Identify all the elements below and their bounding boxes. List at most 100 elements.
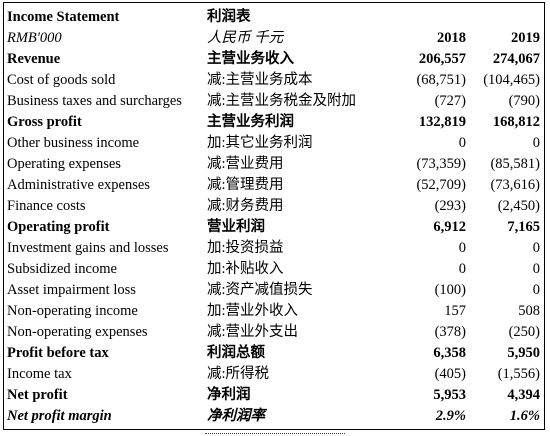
table-row: Asset impairment loss 减:资产减值损失 (100) 0 <box>7 280 543 301</box>
value-2018: (68,751) <box>416 72 466 88</box>
line-item-en: Non-operating income <box>7 303 138 319</box>
line-item-zh: 加:补贴收入 <box>207 261 284 277</box>
value-2019: 0 <box>532 240 540 256</box>
income-statement-table: Income Statement 利润表 RMB'000 人民币 千元 2018… <box>7 7 543 427</box>
line-item-en: Subsidized income <box>7 261 117 277</box>
unit-row: RMB'000 人民币 千元 2018 2019 <box>7 28 543 49</box>
title-zh: 利润表 <box>207 9 251 25</box>
value-2018: (73,359) <box>416 156 466 172</box>
value-2019: (790) <box>508 93 540 109</box>
title-en: Income Statement <box>7 9 120 25</box>
line-item-zh: 加:其它业务利润 <box>207 135 313 151</box>
value-2018: 132,819 <box>418 114 466 130</box>
value-2019: 0 <box>532 282 540 298</box>
line-item-zh: 净利润 <box>207 387 251 403</box>
line-item-zh: 主营业务收入 <box>207 51 294 67</box>
line-item-en: Non-operating expenses <box>7 324 148 340</box>
value-2019: 0 <box>532 261 540 277</box>
table-row: Revenue 主营业务收入 206,557 274,067 <box>7 49 543 70</box>
value-2019: 5,950 <box>507 345 540 361</box>
value-2018: 0 <box>458 135 466 151</box>
value-2019: (250) <box>508 324 540 340</box>
unit-en: RMB'000 <box>7 30 62 46</box>
line-item-en: Business taxes and surcharges <box>7 93 182 109</box>
table-row: Operating expenses 减:营业费用 (73,359) (85,581) <box>7 154 543 175</box>
line-item-zh: 减:管理费用 <box>207 177 284 193</box>
value-2019: (104,465) <box>483 72 540 88</box>
line-item-en: Cost of goods sold <box>7 72 116 88</box>
table-row: Operating profit 营业利润 6,912 7,165 <box>7 217 543 238</box>
line-item-zh: 利润总额 <box>207 345 265 361</box>
value-2018: (293) <box>434 198 466 214</box>
value-2018: 6,912 <box>433 219 466 235</box>
value-2019: 0 <box>532 135 540 151</box>
year-2019-header: 2019 <box>511 30 540 46</box>
value-2018: (727) <box>434 93 466 109</box>
title-blank-2018 <box>383 7 472 28</box>
line-item-en: Operating profit <box>7 219 110 235</box>
table-row: Net profit margin 净利润率 2.9% 1.6% <box>7 406 543 427</box>
value-2018: 5,953 <box>433 387 466 403</box>
table-row: Subsidized income 加:补贴收入 0 0 <box>7 259 543 280</box>
line-item-en: Finance costs <box>7 198 86 214</box>
value-2018: 206,557 <box>418 51 466 67</box>
line-item-zh: 主营业务利润 <box>207 114 294 130</box>
year-2018-header: 2018 <box>437 30 466 46</box>
title-blank-2019 <box>472 7 543 28</box>
table-row: Net profit 净利润 5,953 4,394 <box>7 385 543 406</box>
line-item-en: Net profit margin <box>7 408 112 424</box>
table-row: Cost of goods sold 减:主营业务成本 (68,751) (104,4… <box>7 70 543 91</box>
line-item-en: Operating expenses <box>7 156 121 172</box>
value-2018: 0 <box>458 261 466 277</box>
line-item-zh: 减:财务费用 <box>207 198 284 214</box>
value-2019: 1.6% <box>509 408 540 424</box>
line-item-en: Net profit <box>7 387 68 403</box>
value-2019: 274,067 <box>492 51 540 67</box>
line-item-en: Revenue <box>7 51 61 67</box>
table-row: Profit before tax 利润总额 6,358 5,950 <box>7 343 543 364</box>
line-item-zh: 减:营业外支出 <box>207 324 299 340</box>
value-2018: (405) <box>434 366 466 382</box>
table-row: Finance costs 减:财务费用 (293) (2,450) <box>7 196 543 217</box>
line-item-zh: 净利润率 <box>207 408 265 424</box>
title-row: Income Statement 利润表 <box>7 7 543 28</box>
table-row: Other business income 加:其它业务利润 0 0 <box>7 133 543 154</box>
value-2019: (73,616) <box>490 177 540 193</box>
table-row: Non-operating income 加:营业外收入 157 508 <box>7 301 543 322</box>
table-row: Non-operating expenses 减:营业外支出 (378) (250) <box>7 322 543 343</box>
table-row: Administrative expenses 减:管理费用 (52,709) (73… <box>7 175 543 196</box>
table-row: Income tax 减:所得税 (405) (1,556) <box>7 364 543 385</box>
line-item-en: Income tax <box>7 366 72 382</box>
line-item-en: Administrative expenses <box>7 177 150 193</box>
line-item-zh: 营业利润 <box>207 219 265 235</box>
value-2019: 7,165 <box>507 219 540 235</box>
value-2018: 157 <box>444 303 466 319</box>
value-2018: (100) <box>434 282 466 298</box>
value-2019: (2,450) <box>497 198 540 214</box>
table-row: Gross profit 主营业务利润 132,819 168,812 <box>7 112 543 133</box>
line-item-en: Profit before tax <box>7 345 109 361</box>
line-item-en: Investment gains and losses <box>7 240 169 256</box>
statement-frame <box>3 2 545 430</box>
value-2019: 508 <box>518 303 540 319</box>
cropped-caption-remnant <box>205 429 345 436</box>
unit-zh: 人民币 千元 <box>207 30 284 46</box>
line-item-en: Gross profit <box>7 114 82 130</box>
line-item-zh: 加:营业外收入 <box>207 303 299 319</box>
line-item-zh: 减:主营业务税金及附加 <box>207 93 357 109</box>
value-2019: 168,812 <box>492 114 540 130</box>
line-item-zh: 减:所得税 <box>207 366 270 382</box>
line-item-en: Other business income <box>7 135 140 151</box>
value-2019: (85,581) <box>490 156 540 172</box>
line-item-zh: 减:营业费用 <box>207 156 284 172</box>
value-2018: (52,709) <box>416 177 466 193</box>
value-2019: (1,556) <box>497 366 540 382</box>
value-2018: 6,358 <box>433 345 466 361</box>
table-row: Business taxes and surcharges 减:主营业务税金及附加… <box>7 91 543 112</box>
value-2019: 4,394 <box>507 387 540 403</box>
table-row: Investment gains and losses 加:投资损益 0 0 <box>7 238 543 259</box>
line-item-zh: 加:投资损益 <box>207 240 284 256</box>
line-item-zh: 减:资产减值损失 <box>207 282 313 298</box>
line-item-zh: 减:主营业务成本 <box>207 72 313 88</box>
value-2018: 0 <box>458 240 466 256</box>
